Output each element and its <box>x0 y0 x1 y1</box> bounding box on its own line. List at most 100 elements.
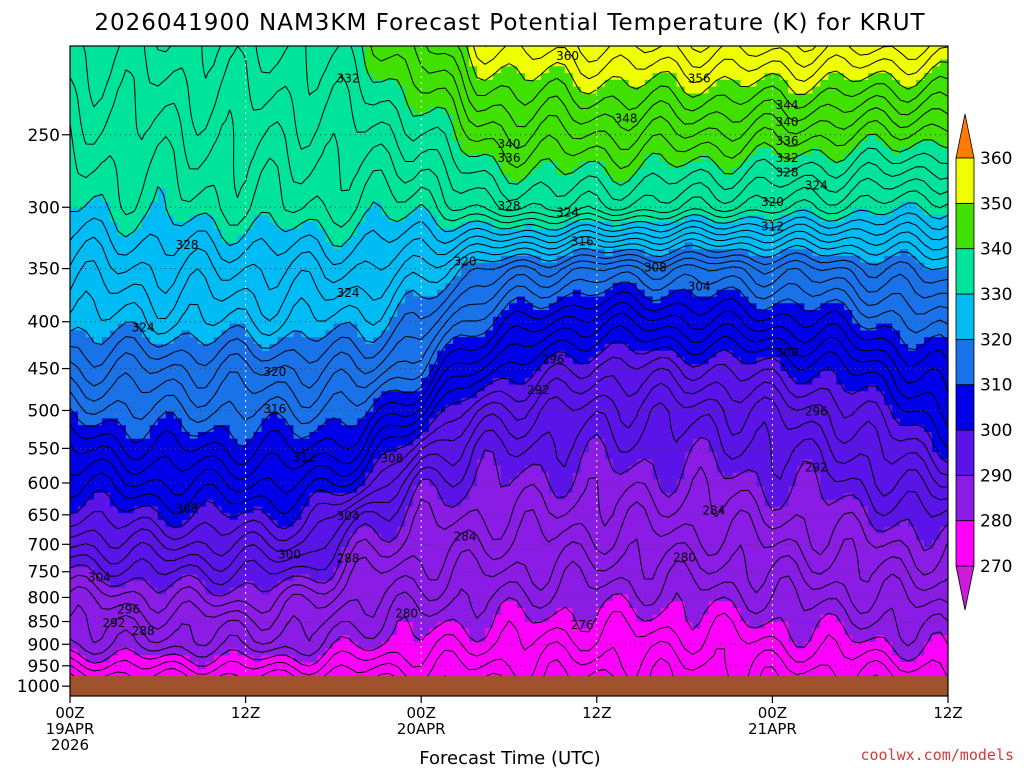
theta-cell <box>756 167 766 176</box>
theta-cell <box>421 140 430 149</box>
theta-cell <box>157 93 167 101</box>
theta-cell <box>125 134 135 142</box>
theta-cell <box>133 262 143 271</box>
theta-cell <box>389 215 398 223</box>
theta-cell <box>197 242 207 250</box>
theta-cell <box>189 181 199 189</box>
theta-cell <box>916 127 925 135</box>
theta-cell <box>245 113 255 122</box>
theta-cell <box>820 242 829 250</box>
theta-cell <box>461 222 470 230</box>
theta-cell <box>109 52 119 61</box>
theta-cell <box>197 93 207 101</box>
theta-cell <box>485 194 494 203</box>
theta-cell <box>373 93 382 101</box>
theta-cell <box>732 235 742 243</box>
theta-cell <box>405 343 414 352</box>
theta-cell <box>333 154 342 162</box>
theta-cell <box>269 208 279 216</box>
theta-cell <box>141 269 151 277</box>
theta-cell <box>85 59 95 67</box>
theta-cell <box>692 188 702 196</box>
theta-cell <box>317 140 327 149</box>
theta-cell <box>532 134 542 142</box>
theta-cell <box>197 120 207 128</box>
theta-cell <box>197 276 207 284</box>
theta-cell <box>229 201 239 210</box>
theta-cell <box>509 127 518 135</box>
theta-cell <box>373 52 382 61</box>
theta-cell <box>652 86 662 94</box>
theta-cell <box>109 161 119 169</box>
theta-cell <box>724 106 734 115</box>
theta-cell <box>389 282 398 291</box>
theta-cell <box>397 46 406 54</box>
theta-cell <box>333 181 342 189</box>
theta-cell <box>189 350 199 359</box>
theta-cell <box>572 255 582 264</box>
theta-cell <box>740 86 750 94</box>
theta-cell <box>612 100 622 108</box>
theta-cell <box>285 86 295 94</box>
theta-cell <box>277 120 287 128</box>
theta-cell <box>405 262 414 271</box>
theta-cell <box>221 140 231 149</box>
theta-cell <box>229 276 239 284</box>
theta-cell <box>708 249 718 257</box>
theta-cell <box>245 282 255 291</box>
theta-cell <box>556 222 566 230</box>
theta-cell <box>437 222 446 230</box>
theta-cell <box>165 276 175 284</box>
theta-cell <box>317 127 327 135</box>
theta-cell <box>756 323 766 331</box>
theta-cell <box>349 93 358 101</box>
theta-cell <box>109 66 119 74</box>
theta-cell <box>916 330 925 338</box>
theta-cell <box>684 73 694 81</box>
theta-cell <box>644 66 654 74</box>
theta-cell <box>756 310 766 318</box>
theta-cell <box>77 343 87 352</box>
theta-cell <box>253 276 263 284</box>
theta-cell <box>389 337 398 345</box>
theta-cell <box>796 147 805 155</box>
theta-cell <box>285 303 295 311</box>
theta-cell <box>485 222 494 230</box>
theta-cell <box>445 282 454 291</box>
theta-cell <box>676 208 686 216</box>
theta-cell <box>724 86 734 94</box>
theta-cell <box>117 303 127 311</box>
theta-cell <box>724 188 734 196</box>
theta-cell <box>580 106 590 115</box>
theta-cell <box>70 127 79 135</box>
theta-cell <box>133 303 143 311</box>
theta-cell <box>524 93 534 101</box>
theta-cell <box>109 235 119 243</box>
theta-cell <box>285 167 295 176</box>
theta-cell <box>181 134 191 142</box>
theta-cell <box>564 147 574 155</box>
theta-cell <box>788 174 797 183</box>
theta-cell <box>237 343 247 352</box>
theta-cell <box>309 343 319 352</box>
theta-cell <box>620 161 630 169</box>
theta-cell <box>548 113 558 122</box>
theta-cell <box>604 330 614 338</box>
theta-cell <box>181 127 191 135</box>
theta-cell <box>772 194 781 203</box>
theta-cell <box>596 228 606 237</box>
theta-cell <box>796 134 805 142</box>
theta-cell <box>373 289 382 298</box>
theta-cell <box>868 276 877 284</box>
theta-cell <box>101 161 111 169</box>
theta-cell <box>660 228 670 237</box>
theta-cell <box>141 262 151 271</box>
theta-cell <box>181 73 191 81</box>
theta-cell <box>389 242 398 250</box>
theta-cell <box>213 242 223 250</box>
theta-cell <box>293 228 303 237</box>
theta-cell <box>796 343 805 352</box>
theta-cell <box>221 303 231 311</box>
theta-cell <box>540 52 550 61</box>
theta-cell <box>197 188 207 196</box>
